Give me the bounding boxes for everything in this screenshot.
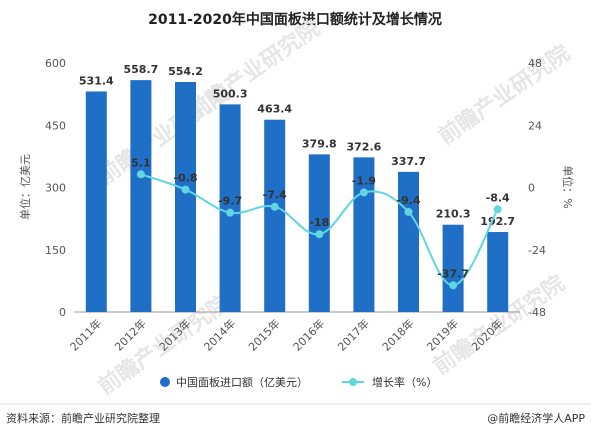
x-tick-label: 2016年 (290, 316, 327, 353)
bar-value-label: 372.6 (347, 140, 382, 153)
x-ticks: 2011年 2012年 2013年 2014年 2015年 2016年 2017年 2018年… (67, 316, 506, 353)
y-right-tick-label: -24 (528, 244, 546, 257)
y-left-tick-label: 300 (45, 182, 66, 195)
y-left-tick-label: 450 (45, 119, 66, 132)
line-series (136, 170, 502, 290)
legend-line-label: 增长率（%） (372, 375, 437, 389)
line-point (493, 205, 502, 214)
bar (175, 82, 196, 313)
bar (85, 91, 107, 313)
y-right-axis-label: 单位：% (561, 165, 575, 208)
bar-value-label: 463.4 (257, 103, 292, 116)
y-left-axis-label: 单位：亿美元 (18, 154, 32, 220)
x-tick-label: 2017年 (335, 316, 372, 353)
y-right-tick-label: 24 (528, 119, 542, 132)
bar (264, 119, 286, 313)
bar (487, 232, 509, 312)
line-value-label: -18 (309, 216, 329, 229)
legend: 中国面板进口额（亿美元） 增长率（%） (160, 375, 437, 389)
line-point (404, 207, 413, 216)
bar-value-label: 558.7 (124, 63, 159, 76)
line-value-label: -9.7 (218, 195, 242, 208)
line-value-label: -37.7 (437, 267, 469, 280)
bar-value-label: 210.3 (436, 208, 471, 221)
y-left-tick-label: 600 (45, 57, 66, 70)
line-value-label: 5.1 (131, 156, 151, 169)
line-point (226, 208, 235, 217)
y-left-tick-label: 150 (45, 244, 66, 257)
legend-bar-label: 中国面板进口额（亿美元） (176, 375, 308, 389)
watermark-text: 前瞻产业研究院 (184, 15, 325, 125)
line-point (181, 185, 190, 194)
x-tick-label: 2011年 (67, 316, 104, 353)
legend-line-dot (349, 378, 357, 386)
line-point (136, 170, 145, 179)
line-point (315, 230, 324, 239)
line-value-label: -9.4 (396, 194, 420, 207)
growth-line (140, 173, 499, 287)
y-right-tick-label: 48 (528, 57, 542, 70)
line-point (270, 202, 279, 211)
bar (442, 224, 464, 312)
bar-value-label: 379.8 (302, 137, 337, 150)
watermark-text: 前瞻产业研究院 (434, 40, 575, 150)
line-value-label: -7.4 (263, 189, 287, 202)
x-tick-label: 2015年 (245, 316, 282, 353)
bar-value-label: 554.2 (168, 65, 203, 78)
y-right-tick-label: -48 (528, 306, 546, 319)
bar-value-label: 531.4 (79, 74, 114, 87)
line-point (449, 281, 458, 290)
y-right-tick-label: 0 (528, 182, 535, 195)
line-labels: 5.1 -0.8 -9.7 -7.4 -18 -1.9 -9.4 -37.7 -8.4 (131, 156, 510, 280)
bar (398, 171, 419, 312)
chart-title: 2011-2020年中国面板进口额统计及增长情况 (148, 11, 442, 28)
y-left-ticks: 0 150 300 450 600 (45, 57, 66, 319)
y-left-tick-label: 0 (59, 306, 66, 319)
legend-bar-marker (160, 377, 170, 387)
bar (130, 80, 152, 313)
bar-value-label: 192.7 (480, 215, 515, 228)
footer-source: 资料来源：前瞻产业研究院整理 (6, 411, 160, 425)
x-tick-label: 2018年 (379, 316, 416, 353)
line-value-label: -8.4 (486, 191, 510, 204)
footer-brand: @前瞻经济学人APP (487, 411, 585, 425)
bar-value-label: 337.7 (391, 155, 426, 168)
line-value-label: -1.9 (352, 174, 376, 187)
bar-labels: 531.4 558.7 554.2 500.3 463.4 379.8 372.6 337.7… (79, 63, 515, 228)
bar (219, 104, 241, 312)
y-right-ticks: -48 -24 0 24 48 (528, 57, 546, 319)
bar-value-label: 500.3 (213, 87, 248, 100)
line-value-label: -0.8 (173, 172, 197, 185)
line-point (359, 188, 368, 197)
